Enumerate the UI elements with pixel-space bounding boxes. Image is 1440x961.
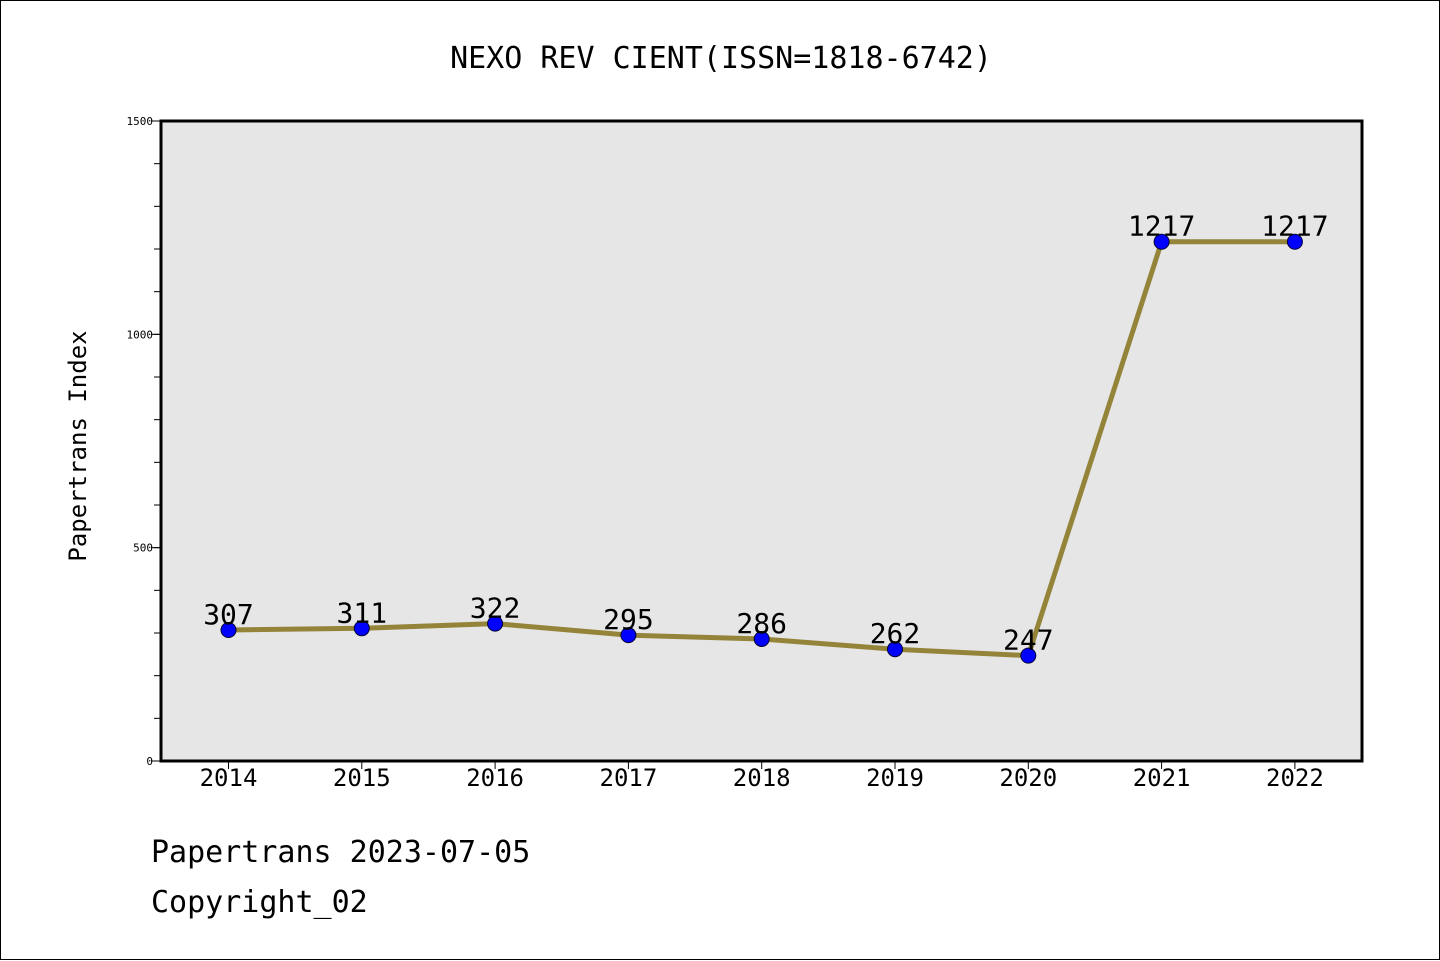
data-label: 311	[337, 596, 388, 629]
data-label: 307	[203, 598, 254, 631]
plot-border	[159, 119, 1364, 763]
data-label: 262	[870, 617, 921, 650]
data-point	[1153, 233, 1170, 250]
chart-title: NEXO REV CIENT(ISSN=1818-6742)	[450, 41, 992, 76]
x-tick-label: 2016	[466, 764, 524, 792]
x-tick-label: 2020	[999, 764, 1057, 792]
plot-area	[161, 121, 1362, 761]
y-tick-label: 1000	[127, 328, 154, 341]
footer-copyright: Copyright_02	[151, 885, 368, 920]
data-point	[887, 641, 903, 658]
x-tick-label: 2014	[200, 764, 258, 792]
y-tick-label: 0	[146, 755, 153, 768]
data-label: 322	[470, 592, 521, 625]
y-tick-label: 500	[133, 542, 153, 555]
data-point	[1020, 647, 1037, 664]
x-tick-label: 2017	[600, 764, 658, 792]
x-tick-label: 2021	[1133, 764, 1191, 792]
data-label: 295	[603, 603, 654, 636]
y-tick-label: 1500	[127, 115, 154, 128]
x-tick-label: 2018	[733, 764, 791, 792]
data-label: 286	[736, 607, 787, 640]
data-point	[753, 630, 770, 647]
data-point	[487, 615, 504, 632]
data-point	[620, 627, 637, 644]
data-label: 247	[1003, 624, 1054, 657]
x-tick-label: 2022	[1266, 764, 1324, 792]
data-label: 1217	[1128, 210, 1195, 243]
x-tick-label: 2019	[866, 764, 924, 792]
data-point	[1286, 233, 1303, 250]
y-axis-label: Papertrans Index	[64, 330, 92, 561]
data-point	[353, 620, 370, 637]
x-tick-label: 2015	[333, 764, 391, 792]
data-point	[220, 622, 237, 639]
chart-marks: 307 311 322 295 286 262 247 1217 1217	[203, 210, 1329, 664]
data-label: 1217	[1261, 210, 1328, 243]
footer-date: Papertrans 2023-07-05	[151, 835, 531, 870]
